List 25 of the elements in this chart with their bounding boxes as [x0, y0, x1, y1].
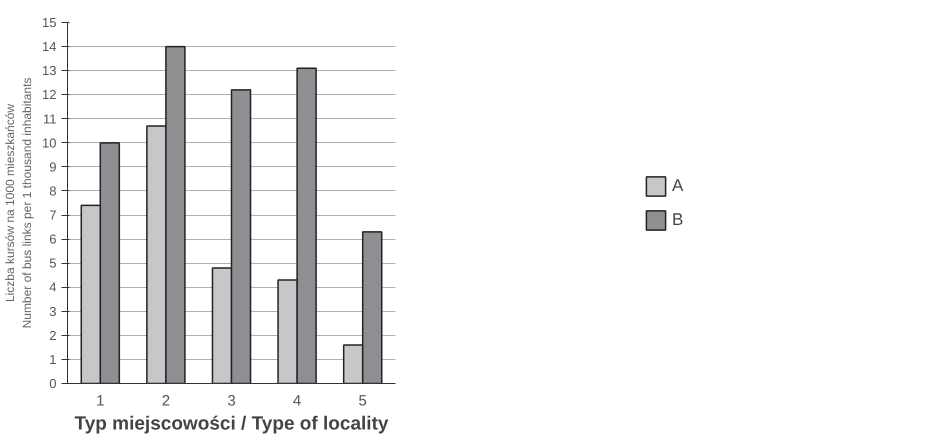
y-tick-label: 6 [49, 232, 57, 247]
y-tick-label: 3 [49, 304, 57, 319]
x-tick-label: 5 [358, 392, 367, 410]
legend-label: B [672, 210, 684, 230]
x-tick-label: 3 [227, 392, 236, 410]
y-tick-label: 9 [49, 159, 57, 174]
y-tick-label: 13 [42, 63, 57, 78]
x-tick-label: 1 [96, 392, 104, 410]
y-tick-label: 11 [43, 111, 57, 126]
y-tick-label: 4 [49, 280, 57, 295]
x-tick-label: 2 [162, 392, 170, 410]
y-axis-title: Liczba kursów na 1000 mieszkańców Number of bus links per 1 thousand inhabitants [3, 78, 34, 328]
y-tick-label: 14 [42, 39, 57, 54]
y-tick-label: 7 [49, 208, 57, 223]
x-tick-label: 4 [292, 392, 302, 410]
y-tick-label: 2 [49, 328, 57, 343]
x-axis-title: Typ miejscowości / Type of locality [74, 414, 389, 434]
y-tick-label: 1 [49, 352, 57, 367]
y-tick-label: 0 [49, 376, 57, 391]
y-tick-label: 10 [42, 135, 57, 150]
y-tick-label: 5 [49, 256, 57, 271]
y-tick-label: 15 [42, 15, 57, 30]
y-tick-label: 8 [49, 183, 57, 198]
y-tick-label: 12 [42, 87, 57, 102]
legend-label: A [672, 176, 684, 196]
